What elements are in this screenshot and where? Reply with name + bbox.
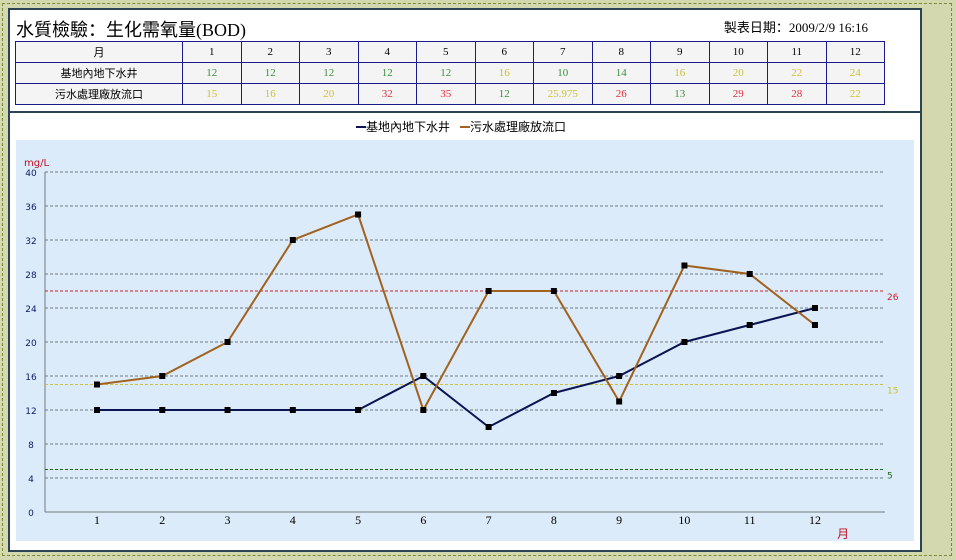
value-cell: 28 xyxy=(767,83,827,105)
x-tick-label: 6 xyxy=(420,513,426,527)
value-cell: 32 xyxy=(357,83,417,105)
value-cell: 16 xyxy=(240,83,300,105)
date-value: 2009/2/9 16:16 xyxy=(788,20,868,35)
x-tick-label: 4 xyxy=(290,513,296,527)
data-point xyxy=(94,407,100,413)
x-tick-label: 7 xyxy=(486,513,492,527)
report-date: 製表日期：2009/2/9 16:16 xyxy=(724,17,868,36)
threshold-label: 26 xyxy=(887,293,899,303)
y-tick-label: 36 xyxy=(25,203,37,213)
data-point xyxy=(681,262,688,269)
data-point xyxy=(94,381,100,388)
y-tick-label: 40 xyxy=(25,169,37,179)
x-tick-label: 9 xyxy=(616,513,622,527)
data-point xyxy=(811,322,818,328)
page-title: 水質檢驗：生化需氧量(BOD) xyxy=(16,20,246,40)
legend-item: 基地內地下水井 xyxy=(366,120,450,134)
row-label: 基地內地下水井 xyxy=(15,62,183,84)
data-point xyxy=(355,211,362,218)
table-row: 基地內地下水井 12 12 12 12 12 16 10 14 16 20 22 24 xyxy=(15,62,885,84)
data-point xyxy=(485,288,492,294)
series-line xyxy=(96,213,816,413)
y-tick-label: 32 xyxy=(25,237,36,247)
data-point xyxy=(550,390,557,396)
data-point xyxy=(616,398,623,405)
value-cell: 22 xyxy=(767,62,827,84)
data-point xyxy=(159,407,166,413)
value-cell: 26 xyxy=(591,83,651,105)
y-tick-label: 8 xyxy=(28,441,34,451)
row-label: 污水處理廠放流口 xyxy=(15,83,183,105)
data-point xyxy=(616,373,623,379)
y-tick-label: 16 xyxy=(25,373,37,383)
x-axis-label: 月 xyxy=(837,527,849,541)
value-cell: 22 xyxy=(825,83,885,105)
data-point xyxy=(746,322,753,328)
data-point xyxy=(289,237,296,243)
section-divider xyxy=(10,111,920,113)
x-tick-label: 10 xyxy=(678,513,690,527)
data-point xyxy=(289,407,296,413)
data-point xyxy=(681,339,688,345)
value-cell: 15 xyxy=(182,83,242,105)
data-point xyxy=(159,373,166,379)
x-tick-label: 3 xyxy=(225,513,231,527)
plot-background xyxy=(16,140,914,541)
y-axis-label: mg/L xyxy=(24,158,49,169)
data-point xyxy=(550,288,557,294)
x-tick-label: 5 xyxy=(355,513,361,527)
y-tick-label: 28 xyxy=(25,271,37,281)
value-cell: 13 xyxy=(650,83,710,105)
y-tick-label: 20 xyxy=(25,339,37,349)
value-cell: 12 xyxy=(474,83,534,105)
threshold-label: 5 xyxy=(887,472,893,482)
y-tick-label: 0 xyxy=(28,509,34,519)
x-tick-label: 12 xyxy=(809,513,821,527)
x-tick-label: 11 xyxy=(744,513,756,527)
series-line xyxy=(97,307,816,429)
data-point xyxy=(224,407,231,413)
value-cell: 25.975 xyxy=(533,83,593,105)
page-frame xyxy=(2,3,952,556)
y-tick-label: 24 xyxy=(25,305,37,315)
data-point xyxy=(420,407,427,413)
data-point xyxy=(420,373,427,379)
data-point xyxy=(485,424,492,430)
x-tick-label: 2 xyxy=(159,513,165,527)
legend-item: 污水處理廠放流口 xyxy=(470,119,566,134)
x-tick-label: 8 xyxy=(551,513,557,527)
data-point xyxy=(811,305,818,311)
date-label: 製表日期： xyxy=(723,21,789,36)
value-cell: 29 xyxy=(708,83,768,105)
data-point xyxy=(224,339,231,345)
y-tick-label: 12 xyxy=(25,407,36,417)
data-table: 月 1 2 3 4 5 6 7 8 9 10 11 12 基地內地下水井 12 12 12 12 12 16 10 14… xyxy=(15,41,885,105)
data-point xyxy=(355,407,362,413)
table-row: 污水處理廠放流口 15 16 20 32 35 12 25.975 26 13 29 28 22 xyxy=(15,83,885,105)
data-point xyxy=(746,271,753,277)
x-tick-label: 1 xyxy=(94,513,100,527)
y-tick-label: 4 xyxy=(28,475,34,485)
value-cell: 20 xyxy=(708,62,768,84)
threshold-label: 15 xyxy=(887,387,898,397)
